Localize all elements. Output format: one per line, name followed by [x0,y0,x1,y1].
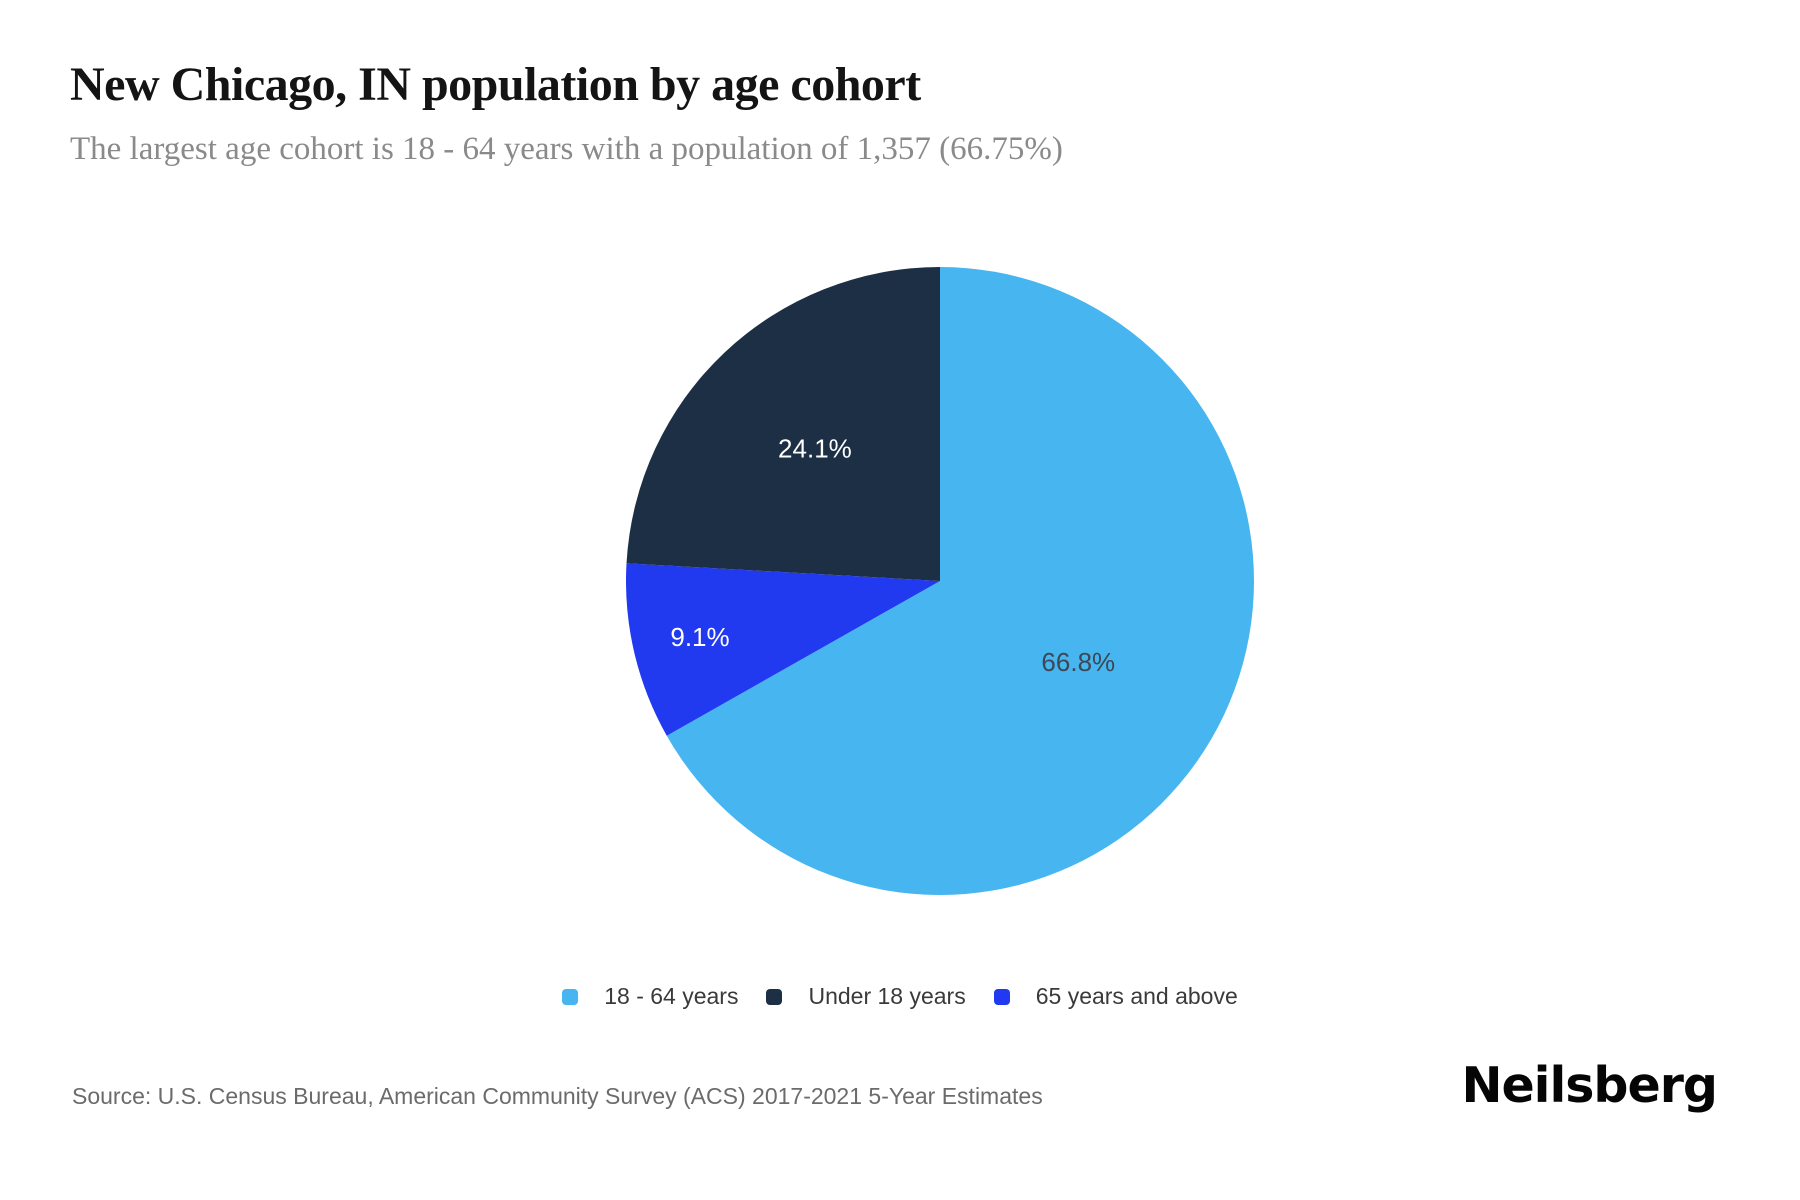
pie-slice-18-64-years[interactable] [666,267,1254,895]
chart-legend: 18 - 64 years Under 18 years 65 years and … [0,983,1800,1011]
legend-item-65-years-and-above[interactable]: 65 years and above [993,983,1238,1011]
pie-slice-label: 9.1% [670,622,729,652]
legend-label: 18 - 64 years [604,983,739,1009]
legend-swatch [993,988,1010,1005]
legend-label: 65 years and above [1035,983,1238,1009]
legend-swatch [562,988,579,1005]
pie-slice-label: 24.1% [778,434,852,464]
pie-slice-label: 66.8% [1041,647,1115,677]
legend-item-under-18-years[interactable]: Under 18 years [766,983,966,1011]
pie-slice-65-years-and-above[interactable] [626,563,940,736]
legend-swatch [766,988,783,1005]
chart-title: New Chicago, IN population by age cohort [70,58,921,111]
source-attribution: Source: U.S. Census Bureau, American Com… [72,1083,1043,1109]
pie-slice-under-18-years[interactable] [626,267,941,581]
chart-subtitle: The largest age cohort is 18 - 64 years … [70,131,1063,167]
legend-item-18-64-years[interactable]: 18 - 64 years [562,983,738,1011]
legend-label: Under 18 years [808,983,966,1009]
brand-logo: Neilsberg [1461,1057,1718,1114]
pie-chart: 66.8% 9.1% 24.1% [626,267,1254,895]
